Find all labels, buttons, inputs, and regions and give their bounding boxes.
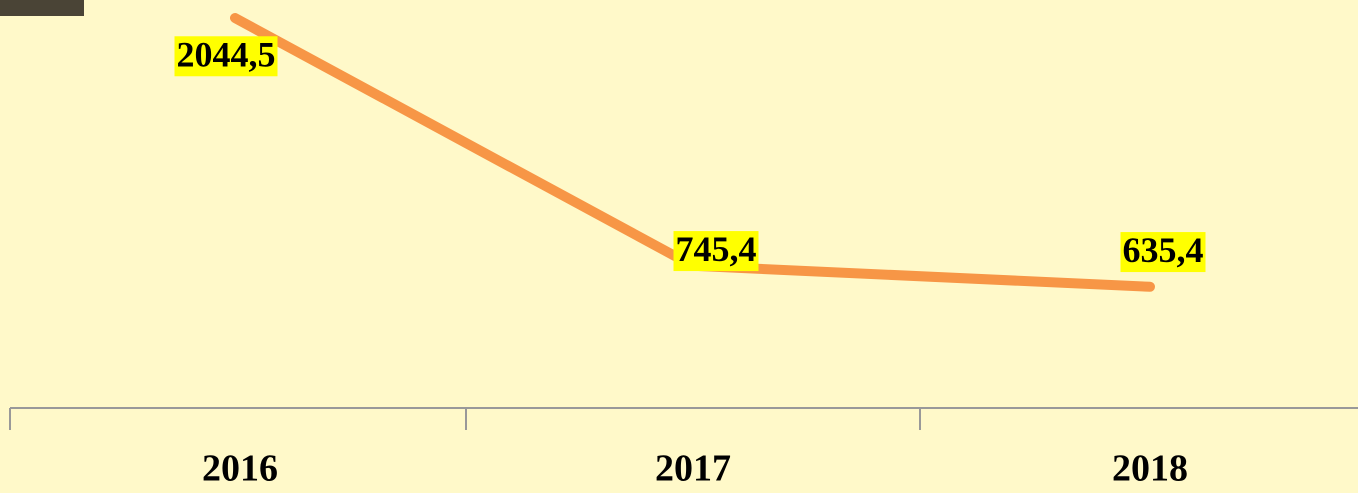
x-tick-label: 2018 [1112,448,1188,490]
chart: 2016 2017 2018 2044,5 745,4 635,4 [0,0,1358,493]
data-label: 2044,5 [177,34,276,74]
data-label: 745,4 [676,229,757,269]
x-tick-label: 2016 [202,448,278,490]
corner-image [0,0,84,16]
page: 2016201720182044,5745,4635,4 (() => { co… [0,0,1358,493]
x-tick-label: 2017 [655,448,731,490]
data-label: 635,4 [1123,230,1204,270]
